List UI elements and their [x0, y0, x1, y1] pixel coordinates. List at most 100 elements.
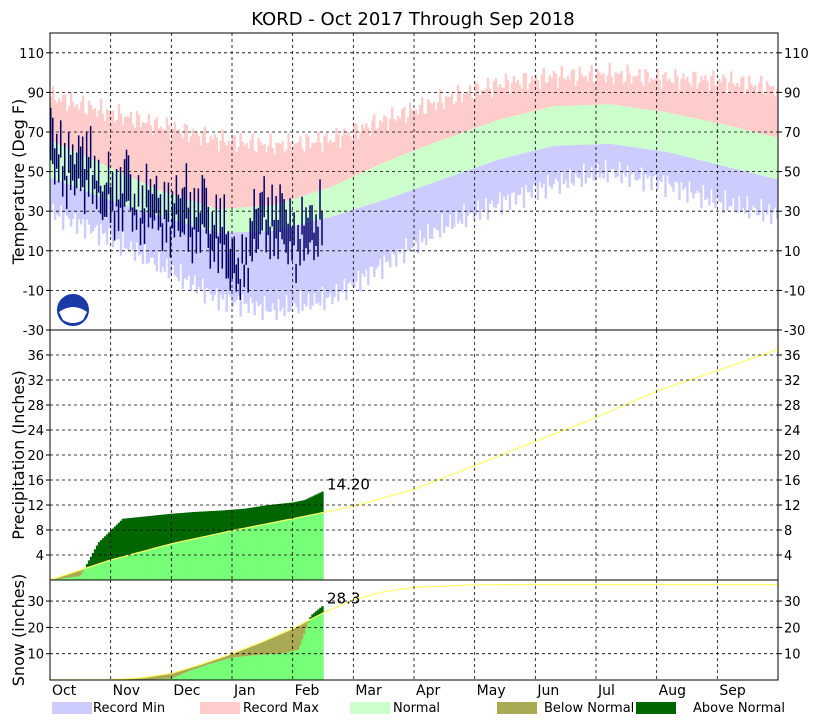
record-max-bar — [127, 116, 131, 177]
record-max-bar — [584, 75, 587, 106]
record-max-bar — [65, 111, 69, 148]
normal-bar — [654, 110, 657, 151]
record-min-bar — [526, 152, 530, 193]
record-min-bar — [678, 155, 681, 200]
record-max-bar — [624, 81, 627, 107]
observed-fill-bar — [165, 678, 169, 680]
record-min-bar — [538, 149, 542, 183]
normal-bar — [684, 116, 687, 157]
observed-temp-bar — [191, 227, 194, 264]
below-normal-bar — [217, 658, 220, 662]
observed-fill-bar — [227, 531, 230, 580]
normal-bar — [307, 194, 310, 223]
observed-fill-bar — [217, 533, 220, 580]
observed-temp-bar — [297, 224, 299, 252]
normal-bar — [592, 104, 595, 145]
normal-bar — [454, 135, 458, 175]
record-min-bar — [355, 208, 358, 282]
record-max-bar — [133, 128, 137, 179]
normal-bar — [287, 200, 290, 228]
record-max-bar — [526, 89, 530, 113]
normal-bar — [688, 117, 691, 158]
above-normal-bar — [139, 516, 143, 552]
record-max-bar — [391, 107, 394, 160]
normal-bar — [424, 146, 428, 186]
record-max-bar — [283, 152, 286, 202]
above-normal-bar — [317, 609, 320, 616]
observed-fill-bar — [269, 654, 272, 680]
record-min-bar — [708, 162, 711, 206]
observed-temp-bar — [121, 193, 124, 232]
record-min-bar — [97, 196, 101, 246]
observed-fill-bar — [289, 651, 292, 680]
normal-bar — [273, 205, 276, 231]
record-min-bar — [265, 231, 268, 311]
above-normal-bar — [113, 526, 117, 559]
record-min-bar — [472, 168, 476, 220]
record-max-bar — [353, 123, 356, 177]
record-min-bar — [55, 180, 59, 215]
observed-fill-bar — [241, 656, 244, 680]
record-min-bar — [409, 190, 412, 251]
record-min-bar — [628, 146, 631, 187]
record-max-bar — [359, 132, 362, 174]
record-min-bar — [624, 146, 627, 177]
record-min-bar — [768, 177, 771, 205]
below-normal-bar — [273, 636, 276, 655]
observed-temp-bar — [51, 117, 54, 165]
observed-fill-bar — [171, 678, 175, 680]
normal-bar — [628, 107, 631, 147]
record-min-bar — [620, 145, 623, 184]
record-max-bar — [135, 111, 139, 180]
record-max-bar — [109, 112, 113, 168]
record-max-bar — [772, 86, 775, 137]
record-min-bar — [596, 144, 599, 165]
record-max-bar — [197, 136, 200, 204]
normal-bar — [754, 132, 757, 174]
above-normal-bar — [153, 515, 157, 549]
record-min-bar — [672, 153, 675, 192]
record-max-bar — [221, 129, 224, 209]
normal-bar — [339, 182, 342, 214]
record-min-bar — [335, 215, 338, 284]
record-max-bar — [203, 126, 206, 205]
record-max-bar — [590, 64, 593, 105]
observed-temp-bar — [85, 131, 88, 181]
observed-temp-bar — [81, 136, 84, 188]
normal-bar — [638, 108, 641, 149]
observed-fill-bar — [311, 514, 314, 580]
record-min-bar — [570, 145, 573, 184]
observed-fill-bar — [283, 520, 286, 580]
normal-bar — [552, 106, 556, 146]
record-min-bar — [572, 145, 575, 186]
above-normal-bar — [233, 509, 236, 531]
observed-fill-bar — [163, 545, 167, 580]
record-min-bar — [704, 161, 707, 201]
normal-bar — [532, 111, 536, 151]
record-min-bar — [668, 152, 671, 184]
record-min-bar — [484, 164, 488, 199]
observed-fill-bar — [97, 563, 101, 580]
record-max-bar — [418, 104, 422, 149]
y-tick-label: 10 — [27, 245, 44, 260]
normal-bar — [468, 130, 472, 170]
y-tick-label: 110 — [19, 47, 44, 62]
below-normal-bar — [293, 627, 296, 651]
record-min-bar — [391, 197, 394, 252]
record-max-bar — [718, 79, 721, 124]
observed-fill-bar — [69, 577, 73, 580]
normal-bar — [566, 105, 569, 146]
record-max-bar — [243, 145, 246, 208]
above-normal-bar — [227, 509, 230, 532]
record-min-bar — [434, 181, 438, 229]
normal-bar — [770, 136, 773, 178]
observed-temp-bar — [83, 169, 86, 215]
record-max-bar — [740, 77, 743, 129]
above-normal-bar — [125, 518, 129, 556]
record-min-bar — [540, 148, 544, 188]
above-normal-bar — [225, 510, 228, 532]
below-normal-bar — [229, 654, 232, 659]
record-max-bar — [632, 76, 635, 108]
normal-bar — [337, 183, 340, 215]
